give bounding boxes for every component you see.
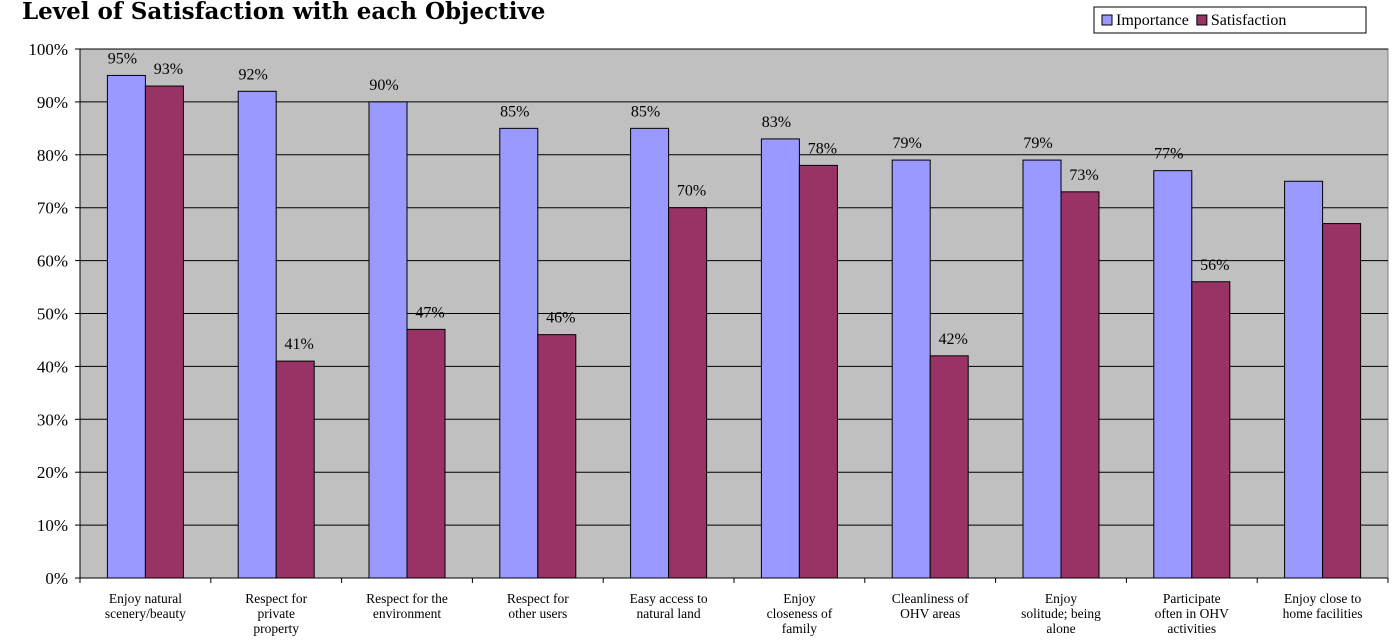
bar-importance bbox=[1284, 180, 1324, 579]
data-label: 79% bbox=[1023, 135, 1052, 152]
data-label: 85% bbox=[500, 103, 529, 120]
bar-importance bbox=[237, 90, 277, 579]
y-tick-label: 30% bbox=[37, 410, 68, 429]
plot-area: 0% 10% 20% 30% 40% 50% 60% 70% 80% 90% 100% 95% 93% E… bbox=[28, 40, 1389, 636]
bar-importance bbox=[760, 138, 800, 579]
legend-swatch bbox=[1196, 14, 1208, 26]
bar-satisfaction bbox=[537, 334, 577, 579]
y-tick-label: 60% bbox=[37, 252, 68, 271]
data-label: 79% bbox=[893, 135, 922, 152]
x-category-label: Enjoy close to home facilities bbox=[1283, 591, 1363, 621]
x-category-label: Cleanliness of OHV areas bbox=[892, 591, 969, 621]
x-category-label: Respect for the environment bbox=[366, 591, 448, 621]
y-tick-label: 100% bbox=[28, 40, 68, 59]
y-tick-label: 10% bbox=[37, 516, 68, 535]
data-label: 47% bbox=[415, 304, 444, 321]
legend-entry: Importance bbox=[1116, 12, 1189, 29]
data-label: 92% bbox=[239, 66, 268, 83]
legend-swatch bbox=[1101, 14, 1113, 26]
x-category-label: Enjoy natural scenery/beauty bbox=[105, 591, 186, 621]
bar-satisfaction bbox=[1191, 281, 1231, 579]
y-tick-label: 50% bbox=[37, 305, 68, 324]
bar-satisfaction bbox=[275, 360, 315, 579]
y-tick-label: 20% bbox=[37, 463, 68, 482]
bar-importance bbox=[106, 74, 146, 579]
bar-importance bbox=[1022, 159, 1062, 579]
data-label: 85% bbox=[631, 103, 660, 120]
legend-entry: Satisfaction bbox=[1211, 12, 1287, 29]
x-category-label: Participate often in OHV activities bbox=[1155, 591, 1229, 636]
y-tick-label: 90% bbox=[37, 93, 68, 112]
bar-satisfaction bbox=[406, 328, 446, 579]
x-category-label: Enjoy solitude; being alone bbox=[1021, 591, 1101, 636]
y-tick-label: 40% bbox=[37, 357, 68, 376]
bar-importance bbox=[368, 101, 408, 579]
bar-importance bbox=[499, 127, 539, 579]
legend-box bbox=[1093, 6, 1367, 34]
bar-satisfaction bbox=[798, 164, 838, 579]
bar-importance bbox=[891, 159, 931, 579]
y-tick-label: 70% bbox=[37, 199, 68, 218]
x-category-label: Respect for private property bbox=[245, 591, 307, 636]
x-category-label: Respect for other users bbox=[507, 591, 569, 621]
x-category-label: Enjoy closeness of family bbox=[767, 591, 833, 636]
data-label: 46% bbox=[546, 310, 575, 327]
y-tick-label: 80% bbox=[37, 146, 68, 165]
chart-title: Level of Satisfaction with each Objectiv… bbox=[22, 0, 545, 25]
data-label: 73% bbox=[1069, 167, 1098, 184]
data-label: 41% bbox=[285, 336, 314, 353]
x-category-label: Easy access to natural land bbox=[630, 591, 708, 621]
data-label: 42% bbox=[939, 331, 968, 348]
data-label: 56% bbox=[1200, 257, 1229, 274]
bar-satisfaction bbox=[929, 355, 969, 579]
data-label: 78% bbox=[808, 140, 837, 157]
data-label: 83% bbox=[762, 114, 791, 131]
data-label: 77% bbox=[1154, 146, 1183, 163]
bar-satisfaction bbox=[1322, 223, 1362, 579]
bar-satisfaction bbox=[144, 85, 184, 579]
y-tick-label: 0% bbox=[45, 569, 68, 588]
legend: Importance Satisfaction bbox=[1093, 6, 1367, 34]
data-label: 95% bbox=[108, 50, 137, 67]
bar-satisfaction bbox=[668, 207, 708, 579]
bar-satisfaction bbox=[1060, 191, 1100, 579]
bar-importance bbox=[630, 127, 670, 579]
bar-importance bbox=[1153, 170, 1193, 579]
data-label: 90% bbox=[369, 77, 398, 94]
data-label: 93% bbox=[154, 61, 183, 78]
data-label: 70% bbox=[677, 183, 706, 200]
